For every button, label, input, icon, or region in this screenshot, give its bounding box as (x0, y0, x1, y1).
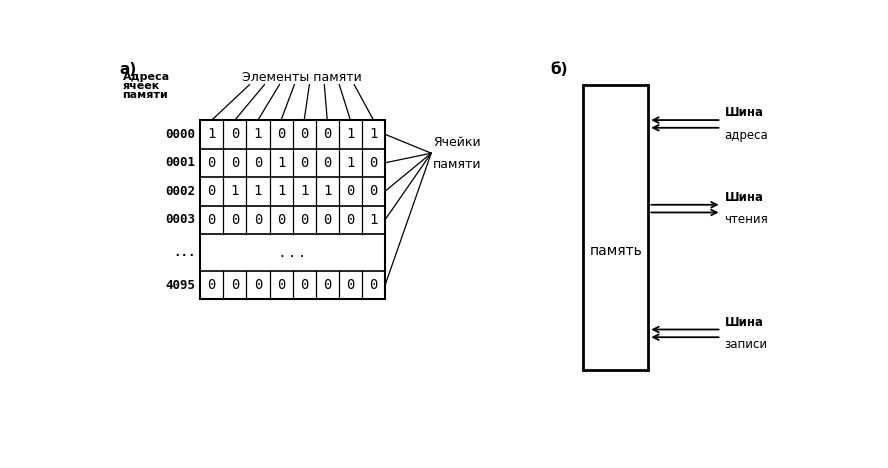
Text: 1: 1 (369, 127, 377, 141)
Text: чтения: чтения (725, 213, 768, 226)
Text: Шина: Шина (725, 106, 764, 119)
Text: 1: 1 (254, 127, 262, 141)
Text: 0: 0 (254, 213, 262, 227)
Text: 1: 1 (231, 184, 239, 198)
Text: 0: 0 (323, 127, 331, 141)
Text: 0: 0 (254, 156, 262, 170)
Text: б): б) (551, 62, 568, 77)
Text: 1: 1 (208, 127, 216, 141)
Text: 4095: 4095 (165, 279, 195, 292)
Text: 1: 1 (300, 184, 308, 198)
Text: память: память (590, 244, 642, 258)
Text: 0: 0 (323, 213, 331, 227)
Text: 0: 0 (369, 156, 377, 170)
Text: 0002: 0002 (165, 185, 195, 198)
Text: 0: 0 (208, 156, 216, 170)
Text: 0: 0 (300, 156, 308, 170)
Text: Элементы памяти: Элементы памяти (242, 71, 361, 84)
Text: 1: 1 (346, 127, 354, 141)
Text: 1: 1 (346, 156, 354, 170)
Text: 0: 0 (300, 278, 308, 292)
Text: памяти: памяти (432, 158, 481, 171)
Text: памяти: памяти (123, 90, 168, 100)
Text: 0: 0 (277, 278, 285, 292)
Text: адреса: адреса (725, 129, 768, 141)
Bar (200, 120, 385, 300)
Text: 0: 0 (369, 278, 377, 292)
Text: 0: 0 (231, 213, 239, 227)
Text: 0000: 0000 (165, 128, 195, 141)
Text: 0001: 0001 (165, 156, 195, 169)
Text: записи: записи (725, 338, 768, 351)
Text: 0: 0 (323, 156, 331, 170)
Text: 1: 1 (369, 213, 377, 227)
Text: 1: 1 (254, 184, 262, 198)
Text: 0: 0 (208, 184, 216, 198)
Text: 0: 0 (346, 184, 354, 198)
Text: ячеек: ячеек (123, 81, 160, 91)
Text: а): а) (119, 62, 137, 77)
Text: 0: 0 (231, 278, 239, 292)
Text: 0: 0 (323, 278, 331, 292)
Text: 0: 0 (300, 127, 308, 141)
Bar (583, 86, 648, 370)
Text: 0: 0 (369, 184, 377, 198)
Text: Шина: Шина (725, 316, 764, 329)
Text: 0: 0 (346, 213, 354, 227)
Text: 1: 1 (277, 184, 285, 198)
Text: Ячейки: Ячейки (432, 136, 480, 148)
Text: Шина: Шина (725, 191, 764, 204)
Text: 0: 0 (277, 127, 285, 141)
Text: 1: 1 (277, 156, 285, 170)
Text: 0: 0 (208, 278, 216, 292)
Text: 0: 0 (208, 213, 216, 227)
Text: 1: 1 (323, 184, 331, 198)
Text: . . .: . . . (281, 245, 305, 260)
Text: 0: 0 (254, 278, 262, 292)
Text: 0: 0 (346, 278, 354, 292)
Text: 0: 0 (231, 156, 239, 170)
Text: Адреса: Адреса (123, 72, 170, 81)
Text: 0: 0 (300, 213, 308, 227)
Text: 0: 0 (277, 213, 285, 227)
Text: 0003: 0003 (165, 213, 195, 227)
Text: ...: ... (173, 246, 195, 259)
Text: 0: 0 (231, 127, 239, 141)
